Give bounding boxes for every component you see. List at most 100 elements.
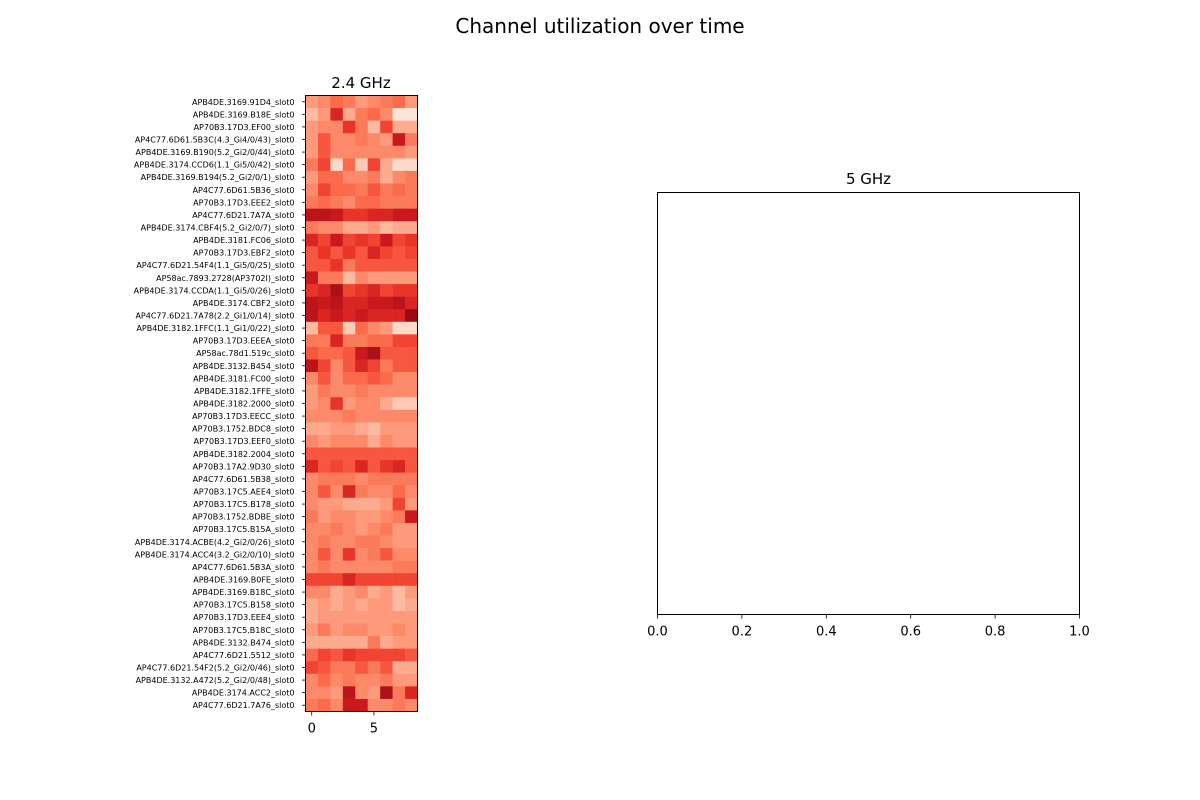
heatmap-cell: [305, 522, 319, 536]
heatmap-cell: [330, 636, 344, 649]
heatmap-cell: [355, 359, 369, 373]
x-tick-label: 0.4: [816, 625, 837, 640]
heatmap-cell: [317, 573, 331, 587]
heatmap-cell: [317, 661, 331, 675]
heatmap-cell: [405, 409, 418, 423]
heatmap-cell: [305, 384, 319, 398]
heatmap-cell: [317, 397, 331, 411]
heatmap-cell: [317, 170, 331, 184]
heatmap-cell: [380, 434, 393, 448]
heatmap-cell: [342, 610, 356, 624]
heatmap-cell: [342, 321, 356, 335]
heatmap-cell: [317, 359, 331, 373]
heatmap-cell: [392, 95, 406, 109]
heatmap-cell: [367, 472, 381, 486]
row-label: APB4DE.3169.B0FE_slot0: [193, 576, 294, 585]
heatmap-cell: [330, 460, 344, 473]
heatmap-cell: [355, 284, 369, 297]
x-tick-label: 0.0: [647, 625, 668, 640]
heatmap-cell: [405, 648, 418, 662]
row-label: APB4DE.3182.2000_slot0: [193, 400, 294, 409]
heatmap-cell: [405, 158, 418, 172]
row-label: AP4C77.6D61.5B36_slot0: [193, 186, 295, 195]
heatmap-cell: [405, 108, 418, 121]
heatmap-cell: [405, 372, 418, 385]
heatmap-cell: [392, 648, 406, 662]
row-label: AP70B3.17C5.AEE4_slot0: [193, 488, 294, 497]
heatmap-cell: [355, 133, 369, 147]
heatmap-cell: [392, 158, 406, 172]
heatmap-cell: [342, 686, 356, 700]
heatmap-cell: [305, 560, 319, 574]
heatmap-cell: [305, 372, 319, 385]
heatmap-cell: [317, 133, 331, 147]
heatmap-cell: [342, 158, 356, 172]
heatmap-cell: [380, 196, 393, 209]
heatmap-cell: [392, 510, 406, 524]
heatmap-cell: [367, 535, 381, 549]
heatmap-cell: [380, 208, 393, 222]
heatmap-title: 2.4 GHz: [331, 74, 391, 92]
heatmap-cell: [380, 183, 393, 197]
heatmap-cell: [405, 196, 418, 209]
row-label: APB4DE.3181.FC00_slot0: [193, 374, 294, 383]
row-label: APB4DE.3174.ACBE(4.2_Gi2/0/26)_slot0: [135, 538, 295, 547]
heatmap-cell: [330, 133, 344, 147]
heatmap-cell: [305, 648, 319, 662]
heatmap-cell: [317, 598, 331, 612]
heatmap-cell: [305, 145, 319, 159]
row-label: AP70B3.1752.BDBE_slot0: [192, 513, 294, 522]
figure-title: Channel utilization over time: [455, 14, 745, 38]
heatmap-cell: [342, 346, 356, 360]
heatmap-cell: [330, 170, 344, 184]
heatmap-cell: [405, 246, 418, 260]
heatmap-cell: [330, 208, 344, 222]
heatmap-cell: [380, 372, 393, 385]
row-label: APB4DE.3174.CBF4(5.2_Gi2/0/7)_slot0: [141, 224, 295, 233]
row-label: AP4C77.6D61.5B38_slot0: [193, 475, 295, 484]
heatmap-cell: [392, 409, 406, 423]
heatmap-cell: [392, 346, 406, 360]
heatmap-cell: [405, 661, 418, 675]
heatmap-cell: [355, 573, 369, 587]
x-tick-label: 0.6: [900, 625, 921, 640]
row-label: APB4DE.3174.CCDA(1.1_Gi5/0/26)_slot0: [134, 286, 295, 295]
heatmap-cell: [330, 158, 344, 172]
heatmap-cell: [330, 196, 344, 209]
plot-title: 5 GHz: [846, 170, 891, 188]
heatmap-cell: [392, 623, 406, 637]
heatmap-cell: [367, 384, 381, 398]
heatmap-cell: [405, 548, 418, 561]
heatmap-cell: [405, 698, 418, 712]
heatmap-cell: [305, 170, 319, 184]
heatmap-cell: [317, 648, 331, 662]
heatmap-cell: [317, 510, 331, 524]
heatmap-cell: [342, 460, 356, 473]
heatmap-cell: [317, 233, 331, 247]
heatmap-cell: [342, 698, 356, 712]
heatmap-cell: [367, 560, 381, 574]
heatmap-cell: [392, 598, 406, 612]
heatmap-cell: [305, 196, 319, 209]
heatmap-cell: [392, 359, 406, 373]
heatmap-cell: [330, 598, 344, 612]
heatmap-cell: [305, 258, 319, 272]
heatmap-cell: [367, 271, 381, 285]
heatmap-cell: [405, 535, 418, 549]
heatmap-cell: [380, 309, 393, 323]
row-label: APB4DE.3182.2004_slot0: [193, 450, 294, 459]
heatmap-axes-2-4ghz: 2.4 GHz APB4DE.3169.91D4_slot0APB4DE.316…: [134, 74, 418, 737]
heatmap-cell: [367, 133, 381, 147]
heatmap-cell: [342, 673, 356, 687]
heatmap-cell: [305, 334, 319, 348]
heatmap-cell: [342, 384, 356, 398]
heatmap-cell: [392, 422, 406, 436]
heatmap-cell: [330, 610, 344, 624]
heatmap-cell: [392, 472, 406, 486]
heatmap-cell: [367, 497, 381, 511]
heatmap-cell: [380, 698, 393, 712]
heatmap-cell: [342, 271, 356, 285]
heatmap-cell: [342, 598, 356, 612]
heatmap-cell: [342, 133, 356, 147]
heatmap-cell: [317, 296, 331, 310]
